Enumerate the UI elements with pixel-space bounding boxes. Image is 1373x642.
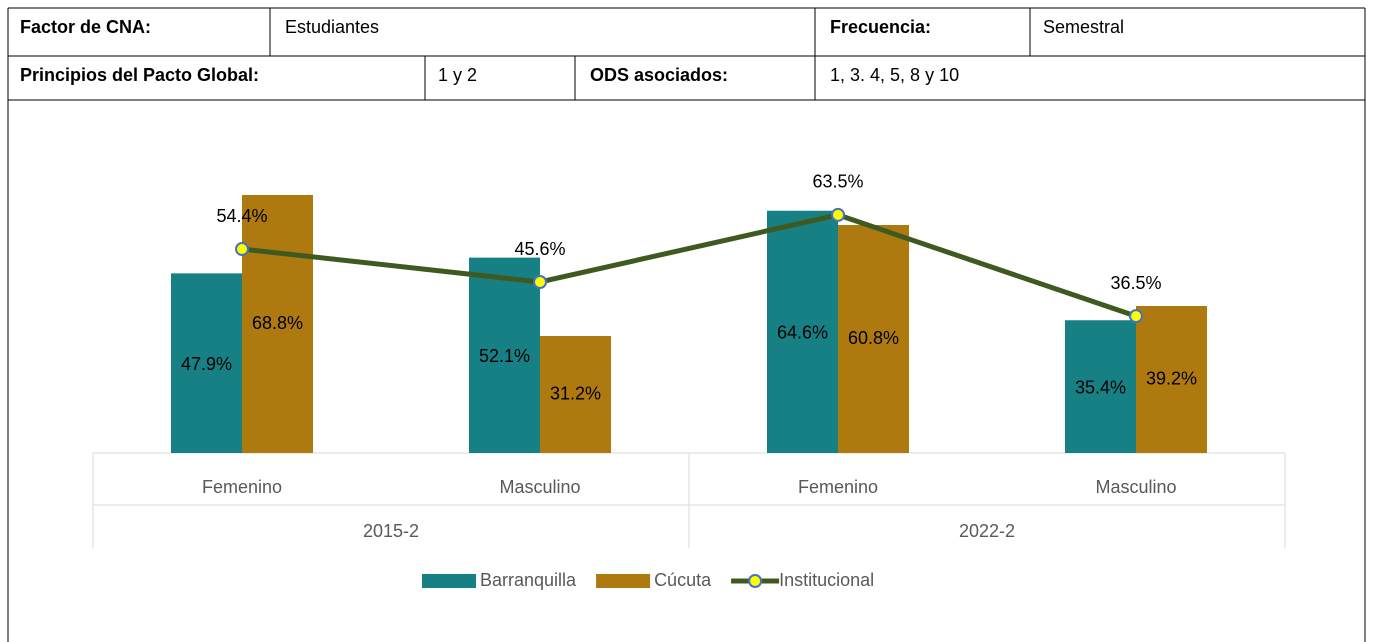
bar [1136,306,1207,453]
line-marker [1129,309,1143,324]
bar [540,336,611,453]
legend-label: Barranquilla [480,570,577,590]
data-label: 64.6% [777,323,828,343]
cell-label: Frecuencia: [830,17,931,37]
cell-label: Factor de CNA: [20,17,151,37]
cell-label: ODS asociados: [590,65,728,85]
line-marker [235,242,249,256]
data-label: 47.9% [181,354,232,374]
cell-label: Principios del Pacto Global: [20,65,259,85]
data-label: 36.5% [1110,273,1161,293]
cell-value: 1 y 2 [438,65,477,85]
bar [242,195,313,453]
data-label: 31.2% [550,383,601,403]
data-label: 52.1% [479,346,530,366]
legend-label: Institucional [779,570,874,590]
legend-swatch [422,574,476,588]
line [241,212,1137,319]
legend-marker [748,574,763,588]
x-tick-label: Masculino [1095,477,1176,497]
legend-label: Cúcuta [654,570,712,590]
x-tick-label: Masculino [499,477,580,497]
data-label: 39.2% [1146,368,1197,388]
x-tick-label: Femenino [798,477,878,497]
legend-swatch [596,574,651,588]
table-borders [7,7,1366,642]
group-label: 2022-2 [959,521,1015,541]
data-label: 68.8% [252,313,303,333]
data-label: 54.4% [216,206,267,226]
group-label: 2015-2 [363,521,419,541]
cell-value: Estudiantes [285,17,379,37]
data-label: 60.8% [848,328,899,348]
x-tick-label: Femenino [202,477,282,497]
cell-value: 1, 3. 4, 5, 8 y 10 [830,65,959,85]
bar [171,273,242,453]
bar [469,257,540,453]
bar [1065,320,1136,453]
data-label: 35.4% [1075,377,1126,397]
line-marker [533,275,547,289]
bar [767,210,838,453]
line-marker [831,207,845,222]
cell-value: Semestral [1043,17,1124,37]
data-label: 45.6% [514,239,565,259]
bar [838,225,909,453]
data-label: 63.5% [812,172,863,192]
